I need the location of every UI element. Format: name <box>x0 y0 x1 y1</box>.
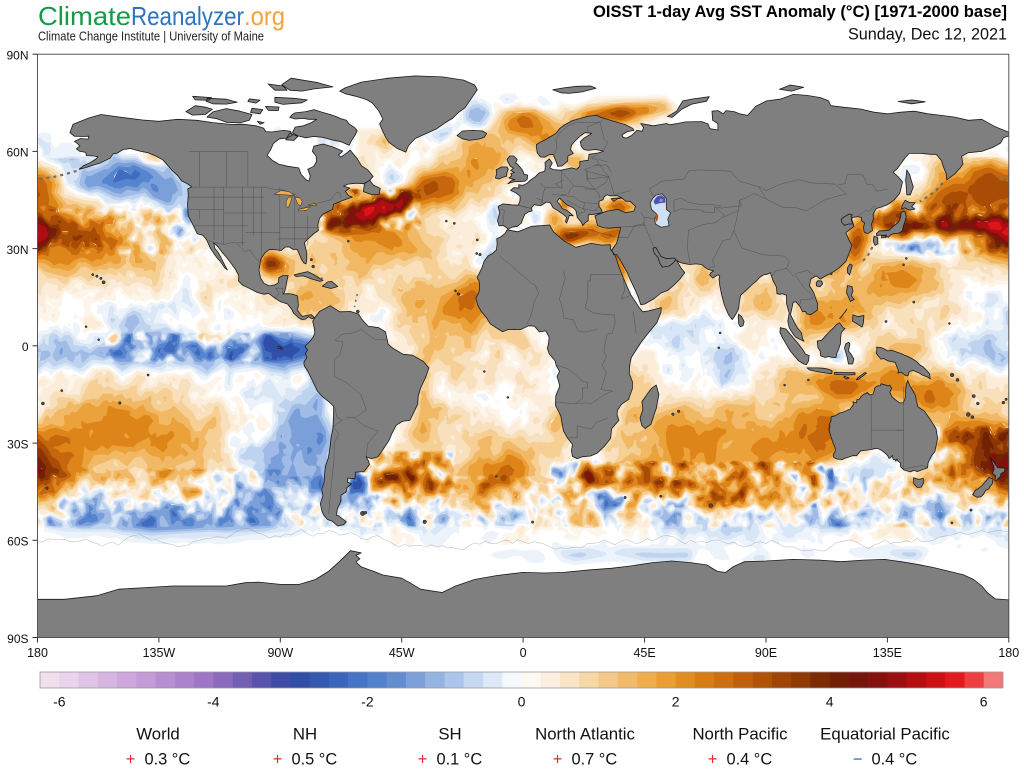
svg-text:2: 2 <box>672 694 680 710</box>
svg-text:90S: 90S <box>7 632 28 646</box>
svg-text:+ 0.7 °C: + 0.7 °C <box>553 751 618 769</box>
svg-text:SH: SH <box>438 725 461 744</box>
svg-text:OISST 1-day Avg SST Anomaly (°: OISST 1-day Avg SST Anomaly (°C) [1971-2… <box>593 2 1007 21</box>
svg-text:.org: .org <box>244 1 285 31</box>
svg-text:North Pacific: North Pacific <box>692 725 787 744</box>
svg-text:− 0.4 °C: − 0.4 °C <box>853 751 918 769</box>
svg-text:90W: 90W <box>267 646 293 660</box>
svg-text:-2: -2 <box>361 694 374 710</box>
svg-text:NH: NH <box>293 725 317 744</box>
svg-text:-4: -4 <box>207 694 220 710</box>
svg-text:Equatorial Pacific: Equatorial Pacific <box>820 725 950 744</box>
svg-text:6: 6 <box>980 694 988 710</box>
svg-text:+ 0.4 °C: + 0.4 °C <box>708 751 773 769</box>
svg-text:+ 0.3 °C: + 0.3 °C <box>126 751 191 769</box>
svg-text:Reanalyzer: Reanalyzer <box>131 1 244 31</box>
svg-text:Sunday, Dec 12, 2021: Sunday, Dec 12, 2021 <box>848 25 1007 43</box>
svg-text:45E: 45E <box>633 646 655 660</box>
svg-text:0: 0 <box>22 340 29 354</box>
svg-text:45W: 45W <box>389 646 415 660</box>
svg-text:135E: 135E <box>873 646 902 660</box>
svg-text:90E: 90E <box>755 646 777 660</box>
svg-text:+ 0.1 °C: + 0.1 °C <box>418 751 483 769</box>
svg-text:180: 180 <box>27 646 48 660</box>
svg-text:135W: 135W <box>143 646 176 660</box>
svg-text:World: World <box>136 725 180 744</box>
svg-text:North Atlantic: North Atlantic <box>535 725 635 744</box>
svg-text:0: 0 <box>518 694 526 710</box>
svg-text:Climate: Climate <box>38 1 131 31</box>
svg-text:Climate Change Institute | Uni: Climate Change Institute | University of… <box>38 28 264 43</box>
svg-text:60N: 60N <box>6 146 28 160</box>
svg-text:180: 180 <box>998 646 1019 660</box>
svg-text:+ 0.5 °C: + 0.5 °C <box>273 751 338 769</box>
svg-text:60S: 60S <box>7 535 28 549</box>
svg-text:4: 4 <box>826 694 834 710</box>
svg-text:30S: 30S <box>7 437 28 451</box>
svg-text:90N: 90N <box>6 49 28 63</box>
svg-text:-6: -6 <box>53 694 66 710</box>
svg-text:0: 0 <box>520 646 527 660</box>
svg-text:30N: 30N <box>6 243 28 257</box>
